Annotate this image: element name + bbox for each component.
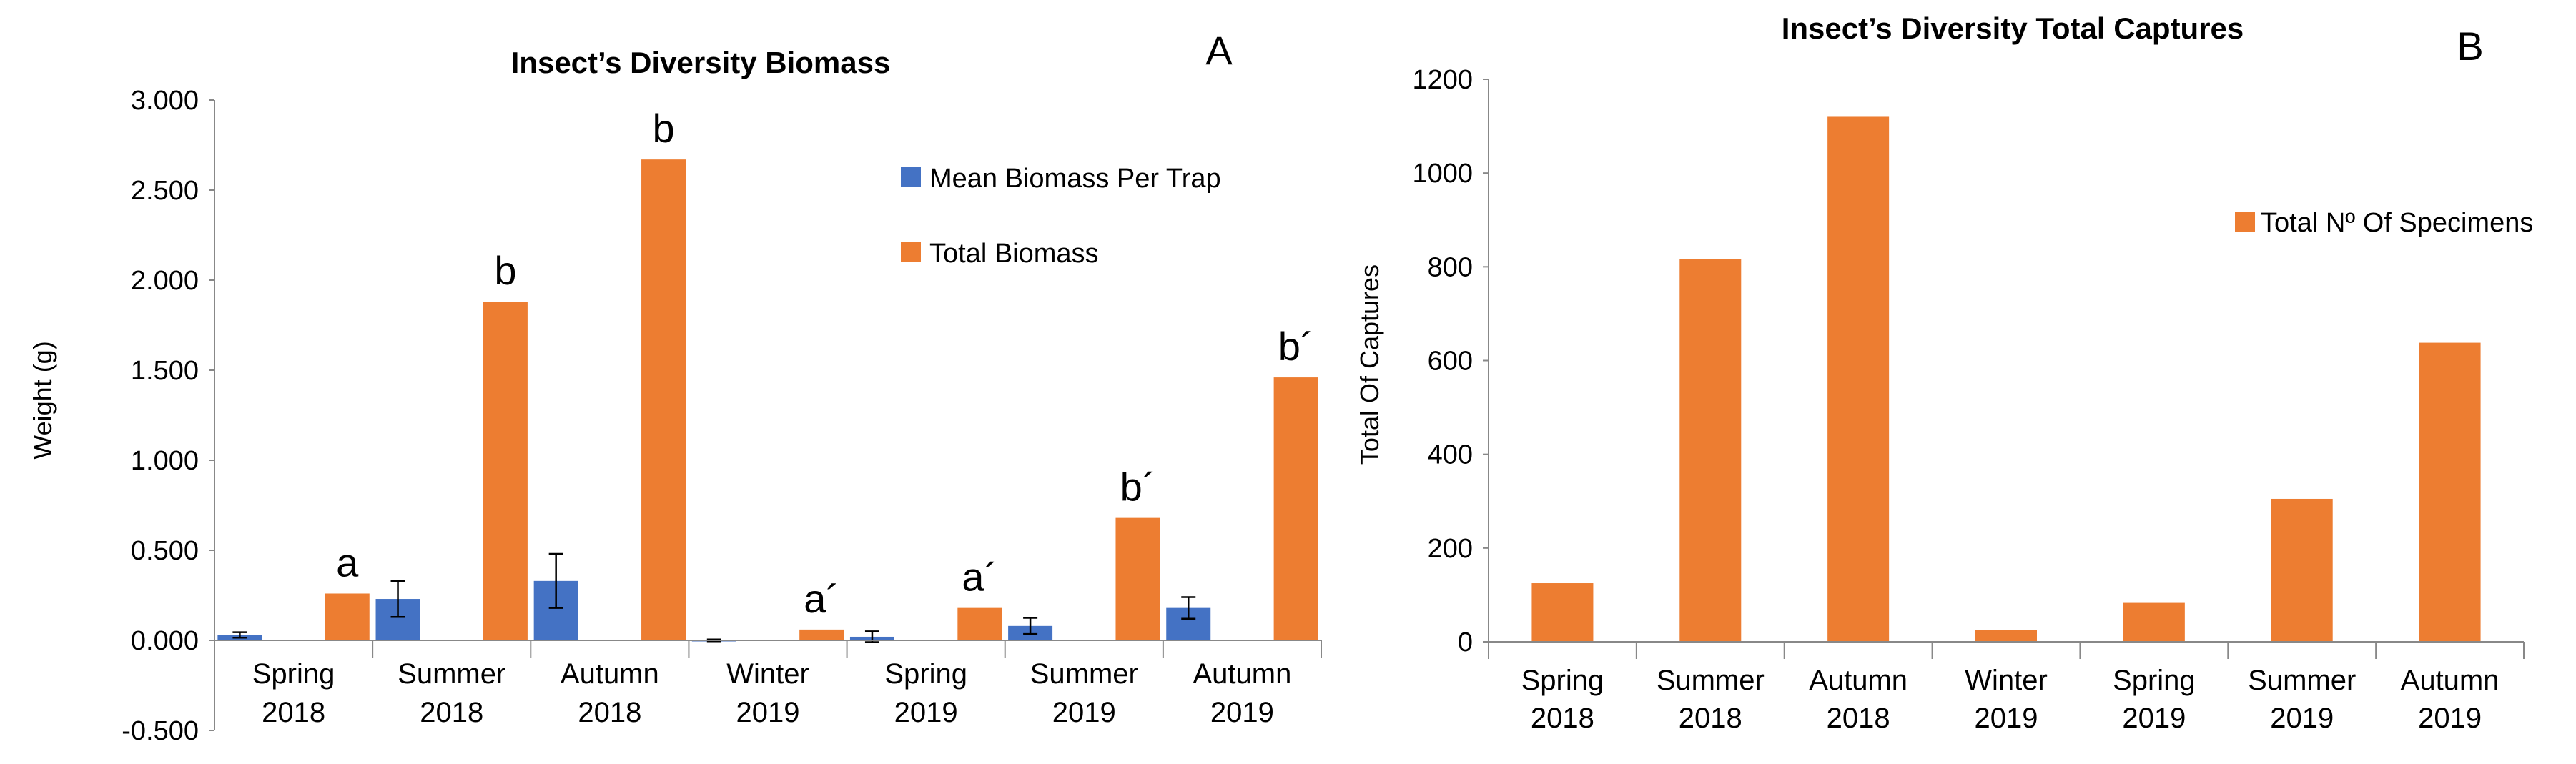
chart-b-y-tick-label: 400 [1428,440,1473,470]
legend-swatch-total-specimens [2235,212,2255,232]
chart-b-x-tick-label-year: 2019 [2270,703,2334,734]
chart-b-bar-total-n-of-specimens [1679,259,1742,642]
chart-a-x-tick-label-year: 2018 [420,697,483,728]
chart-a-x-tick-label-year: 2019 [1210,697,1274,728]
chart-a-x-tick-label-season: Autumn [561,658,659,690]
chart-a-x-tick-label-season: Summer [398,658,505,690]
chart-a-x-tick-label-season: Autumn [1193,658,1291,690]
chart-a-x-tick-label-season: Summer [1030,658,1138,690]
chart-b-bar-total-n-of-specimens [1975,630,2037,642]
chart-a-legend: Mean Biomass Per Trap Total Biomass [901,164,1221,269]
panel-b: Insect’s Diversity Total Captures B Tota… [1355,11,2533,734]
chart-b-bar-total-n-of-specimens [2123,602,2185,642]
chart-b-title: Insect’s Diversity Total Captures [1782,11,2244,45]
legend-swatch-mean-biomass [901,167,921,187]
chart-b-y-tick-label: 800 [1428,252,1473,282]
chart-b-panel-letter: B [2457,24,2483,69]
chart-b-x-tick-label-season: Winter [1965,665,2048,696]
legend-label-total-specimens: Total Nº Of Specimens [2261,208,2533,238]
chart-b-bar-total-n-of-specimens [2419,342,2481,642]
chart-a-y-tick-label: 1.000 [131,446,199,476]
chart-b-y-tick-label: 200 [1428,534,1473,564]
chart-a-x-tick-label-year: 2018 [262,697,325,728]
chart-b-x-tick-label-season: Summer [1657,665,1765,696]
chart-a-bar-total-biomass [483,302,528,640]
chart-a-significance-label: b´ [1120,465,1156,510]
chart-b-x-tick-label-season: Summer [2248,665,2356,696]
chart-a-y-tick-label: 1.500 [131,356,199,386]
chart-a-y-tick-label: -0.500 [122,716,199,746]
chart-b-x-tick-label-season: Spring [2113,665,2196,696]
panel-a: Insect’s Diversity Biomass A Weight (g) … [28,28,1322,746]
chart-a-bar-total-biomass [1273,377,1318,640]
chart-a-bar-total-biomass [1115,517,1160,640]
chart-a-significance-label: b´ [1278,324,1314,369]
chart-b-x-tick-label-season: Autumn [1809,665,1908,696]
legend-label-total-biomass: Total Biomass [929,239,1099,269]
chart-a-y-axis-label: Weight (g) [28,341,57,459]
chart-b-x-tick-label-year: 2018 [1531,703,1594,734]
chart-a-bar-total-biomass [325,593,370,640]
chart-a-x-tick-label-season: Spring [884,658,967,690]
chart-b-x-tick-label-year: 2019 [1975,703,2038,734]
chart-a-title: Insect’s Diversity Biomass [511,46,891,79]
chart-b-bar-total-n-of-specimens [1827,116,1890,642]
legend-swatch-total-biomass [901,242,921,262]
chart-a-x-tick-label-year: 2018 [578,697,641,728]
chart-a-x-tick-label-season: Spring [252,658,335,690]
chart-a-x-tick-label-year: 2019 [894,697,958,728]
chart-a-bar-total-biomass [957,607,1002,640]
chart-a-x-tick-label-year: 2019 [736,697,800,728]
chart-a-significance-label: b [494,248,516,293]
chart-b-y-axis-label: Total Of Captures [1355,264,1384,465]
chart-a-y-tick-label: 3.000 [131,86,199,116]
chart-b-x-tick-label-year: 2019 [2418,703,2482,734]
chart-a-panel-letter: A [1205,28,1233,73]
chart-a-x-tick-label-year: 2019 [1052,697,1116,728]
chart-b-legend: Total Nº Of Specimens [2235,208,2533,238]
chart-a-x-tick-label-season: Winter [726,658,809,690]
chart-b-bar-total-n-of-specimens [1531,583,1594,642]
chart-a-y-tick-label: 0.000 [131,626,199,656]
chart-a-bar-total-biomass [799,629,844,640]
chart-b-x-tick-label-year: 2019 [2122,703,2186,734]
chart-b-x-tick-label-season: Autumn [2401,665,2499,696]
chart-a-y-tick-label: 2.500 [131,176,199,206]
chart-b-x-tick-label-year: 2018 [1679,703,1742,734]
chart-b-x-tick-label-season: Spring [1521,665,1604,696]
chart-a-y-tick-label: 0.500 [131,536,199,566]
chart-a-significance-label: a´ [962,555,997,600]
chart-b-y-tick-label: 0 [1458,627,1473,658]
chart-a-bar-total-biomass [641,159,686,640]
chart-b-x-tick-label-year: 2018 [1827,703,1890,734]
legend-label-mean-biomass: Mean Biomass Per Trap [929,164,1221,194]
chart-a-y-tick-label: 2.000 [131,266,199,296]
chart-b-y-tick-label: 1000 [1412,159,1473,189]
chart-a-significance-label: a [336,540,359,585]
chart-b-bar-total-n-of-specimens [2271,498,2333,642]
chart-a-significance-label: a´ [804,576,839,621]
chart-b-y-tick-label: 1200 [1412,65,1473,95]
chart-a-significance-label: b [652,106,674,151]
chart-b-y-tick-label: 600 [1428,347,1473,377]
